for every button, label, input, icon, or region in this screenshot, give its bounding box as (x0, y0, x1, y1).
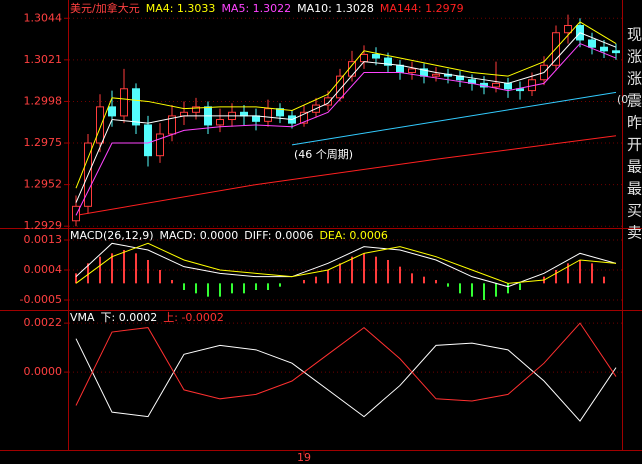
legend-entry: MA10: 1.3028 (297, 2, 374, 15)
candle-body (360, 53, 368, 63)
candle-body (180, 111, 188, 117)
candle-body (252, 115, 260, 122)
candle-body (372, 53, 380, 59)
legend-entry: MACD: 0.0000 (160, 229, 239, 242)
candle-body (192, 106, 200, 113)
candle-body (384, 57, 392, 66)
side-label: 最 (627, 158, 642, 176)
legend-entry: DIFF: 0.0006 (244, 229, 313, 242)
annotation: (46 个周期) (294, 148, 353, 161)
legend-entry: 上: -0.0002 (163, 311, 224, 324)
side-label: 昨 (627, 114, 642, 132)
legend-entry: MACD(26,12,9) (70, 229, 154, 242)
trend-line (291, 91, 617, 146)
candle-body (144, 124, 152, 157)
x-tick-label: 19 (297, 451, 311, 464)
candle-body (336, 75, 344, 99)
y-tick-label: 0.0004 (24, 263, 63, 276)
legend-entry: VMA (70, 311, 95, 324)
candle-body (600, 46, 608, 52)
macd-line (75, 242, 617, 284)
y-tick-label: 1.3021 (24, 53, 63, 66)
macd-line (75, 242, 617, 288)
y-tick-label: 1.2929 (24, 219, 63, 232)
side-label: 开 (627, 136, 642, 154)
frame (0, 0, 642, 451)
legend-entry: 下: 0.0002 (101, 311, 158, 324)
candle-body (156, 133, 164, 157)
legend-entry: MA4: 1.3033 (146, 2, 216, 15)
candle-body (96, 106, 104, 144)
side-label: 卖 (627, 224, 642, 242)
y-tick-label: 1.2998 (24, 94, 63, 107)
candle-body (324, 97, 332, 106)
candle-body (264, 108, 272, 122)
y-tick-label: 0.0013 (24, 233, 63, 246)
side-label: 买 (627, 202, 642, 220)
candle-body (72, 205, 80, 222)
candle-body (108, 106, 116, 117)
vma-line (75, 338, 617, 422)
side-label: 涨 (627, 48, 642, 66)
candle-body (240, 111, 248, 117)
ma-line (75, 135, 617, 216)
side-label: 涨 (627, 70, 642, 88)
candle-body (492, 82, 500, 88)
y-tick-label: 1.2975 (24, 136, 63, 149)
ma-line (75, 42, 617, 216)
legend-entry: MA5: 1.3022 (221, 2, 291, 15)
candle-body (516, 88, 524, 92)
candle-body (132, 88, 140, 126)
candle-body (300, 111, 308, 124)
candle-body (504, 82, 512, 90)
ma-line (75, 21, 617, 189)
y-tick-label: -0.0005 (20, 293, 62, 306)
side-label: 震 (627, 92, 642, 110)
legend-entry: 美元/加拿大元 (70, 1, 140, 15)
candle-body (564, 25, 572, 34)
side-label: 现 (627, 26, 642, 44)
side-value: (0 (617, 93, 628, 106)
candle-body (408, 68, 416, 74)
vma-line (75, 322, 617, 406)
candle-body (276, 108, 284, 117)
candle-body (612, 50, 620, 54)
candle-body (396, 64, 404, 74)
side-label: 最 (627, 180, 642, 198)
candle-body (432, 73, 440, 77)
y-tick-label: 0.0000 (24, 365, 63, 378)
candle-body (588, 39, 596, 48)
legend-entry: MA144: 1.2979 (380, 2, 464, 15)
candle-body (120, 88, 128, 117)
candle-body (168, 115, 176, 135)
y-tick-label: 0.0022 (24, 316, 63, 329)
candle-body (216, 119, 224, 126)
y-tick-label: 1.3044 (24, 11, 63, 24)
y-tick-label: 1.2952 (24, 178, 63, 191)
ma-line (75, 32, 617, 203)
legend-entry: DEA: 0.0006 (319, 229, 387, 242)
